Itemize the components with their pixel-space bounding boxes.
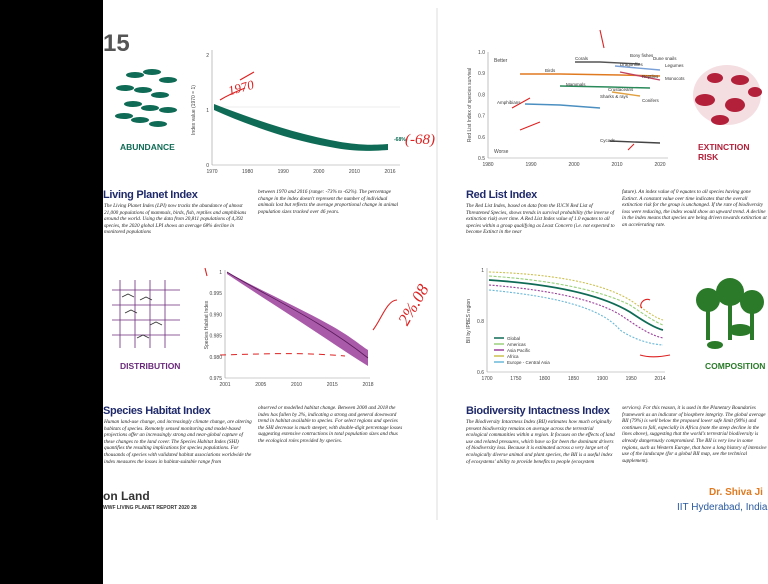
series-label: Mammals (566, 82, 586, 87)
x-tick-label: 2018 (362, 382, 373, 388)
legend-label: Africa (507, 354, 519, 359)
icon-label: EXTINCTION RISK (698, 142, 768, 162)
y-axis-label: Red List Index of species survival (467, 68, 473, 142)
icon-label: DISTRIBUTION (120, 361, 180, 371)
body-text: Human land-use change, and increasingly … (104, 419, 252, 465)
handwritten-note: (-68) (405, 132, 435, 149)
y-tick-label: 0.6 (478, 135, 485, 141)
y-tick-label: 0.990 (209, 312, 222, 318)
y-tick-label: 0.7 (478, 114, 485, 120)
y-tick-label: 0.980 (209, 355, 222, 361)
report-label: WWF LIVING PLANET REPORT 2020 28 (103, 505, 197, 511)
page-number: 15 (103, 30, 130, 58)
x-tick-label: 1980 (242, 169, 253, 175)
series-label: Crustaceans (608, 87, 634, 92)
shi-chart (205, 268, 397, 378)
series-label: Dragonflies (620, 62, 644, 67)
x-tick-label: 1900 (597, 376, 608, 382)
section-label: on Land (103, 489, 150, 503)
series-label: Conifers (642, 98, 660, 103)
composition-icon (696, 278, 764, 349)
series-label: Dune snails (653, 56, 677, 61)
legend-label: Global (507, 336, 520, 341)
x-tick-label: 1980 (482, 162, 493, 168)
series-label: Amphibians (497, 100, 521, 105)
series-label: Bony fishes (630, 53, 654, 58)
icon-label: ABUNDANCE (120, 142, 175, 152)
distribution-icon (112, 280, 180, 348)
x-tick-label: 1800 (539, 376, 550, 382)
y-tick-label: 1 (219, 270, 222, 276)
panel-title: Red List Index (466, 189, 537, 201)
y-axis-label: BII by IPBES region (466, 299, 472, 343)
red-list-chart (488, 30, 668, 158)
x-tick-label: 2010 (349, 169, 360, 175)
body-text: The Red List Index, based on data from t… (466, 203, 616, 236)
series-label: Birds (545, 68, 556, 73)
body-text: between 1970 and 2016 (range: -73% to -6… (258, 189, 403, 215)
series-label: Sharks & rays (600, 94, 629, 99)
panel-title: Biodiversity Intactness Index (466, 405, 610, 417)
y-tick-label: 1 (206, 108, 209, 114)
series-label: Reptiles (642, 74, 659, 79)
y-tick-label: 0.985 (209, 334, 222, 340)
x-tick-label: 1850 (568, 376, 579, 382)
body-text: observed or modelled habitat change. Bet… (258, 405, 403, 445)
icon-label: COMPOSITION (705, 361, 765, 371)
y-tick-label: 0.9 (478, 71, 485, 77)
x-tick-label: 1990 (278, 169, 289, 175)
legend-label: Europe - Central Asia (507, 360, 550, 365)
y-tick-label: 1.0 (478, 50, 485, 56)
left-black-bar (0, 0, 103, 584)
extinction-icon (693, 65, 762, 125)
body-text: services). For this reason, it is used i… (622, 405, 768, 464)
x-tick-label: 1990 (525, 162, 536, 168)
series-label: Corals (575, 56, 589, 61)
legend-label: Americas (507, 342, 527, 347)
page: 210197019801990200020102016Index value (… (0, 0, 768, 584)
y-tick-label: 2 (206, 53, 209, 59)
x-tick-label: 2000 (568, 162, 579, 168)
y-tick-label: 0.8 (478, 92, 485, 98)
axis-note: Better (494, 58, 508, 64)
y-tick-label: 1 (481, 268, 484, 274)
y-tick-label: 0.995 (209, 291, 222, 297)
x-tick-label: 1970 (206, 169, 217, 175)
affiliation: IIT Hyderabad, India (677, 502, 767, 513)
body-text: future). An index value of 0 equates to … (622, 189, 768, 229)
panel-title: Species Habitat Index (103, 405, 210, 417)
y-axis-label: Species Habitat Index (204, 300, 210, 349)
x-tick-label: 2016 (384, 169, 395, 175)
y-axis-label: Index value (1970 = 1) (191, 85, 197, 135)
x-tick-label: 2005 (255, 382, 266, 388)
body-text: The Living Planet Index (LPI) now tracks… (104, 203, 249, 236)
y-tick-label: 0.8 (477, 319, 484, 325)
x-tick-label: 2010 (611, 162, 622, 168)
series-label: Cycads (600, 138, 616, 143)
x-tick-label: 1750 (510, 376, 521, 382)
x-tick-label: 2020 (654, 162, 665, 168)
series-label: Monocots (665, 76, 685, 81)
series-label: Legumes (665, 63, 684, 68)
x-tick-label: 2001 (219, 382, 230, 388)
legend-label: Asia Pacific (507, 348, 531, 353)
axis-note: Worse (494, 149, 509, 155)
x-tick-label: 2000 (313, 169, 324, 175)
body-text: The Biodiversity Intactness Index (BII) … (466, 419, 616, 465)
x-tick-label: 2010 (291, 382, 302, 388)
author: Dr. Shiva Ji (709, 487, 763, 498)
x-tick-label: 2015 (327, 382, 338, 388)
abundance-icon (115, 69, 177, 127)
panel-title: Living Planet Index (103, 189, 198, 201)
x-tick-label: 1700 (481, 376, 492, 382)
end-label: -68% (394, 137, 406, 143)
lpi-chart (212, 50, 400, 165)
x-tick-label: 2014 (654, 376, 665, 382)
x-tick-label: 1950 (626, 376, 637, 382)
